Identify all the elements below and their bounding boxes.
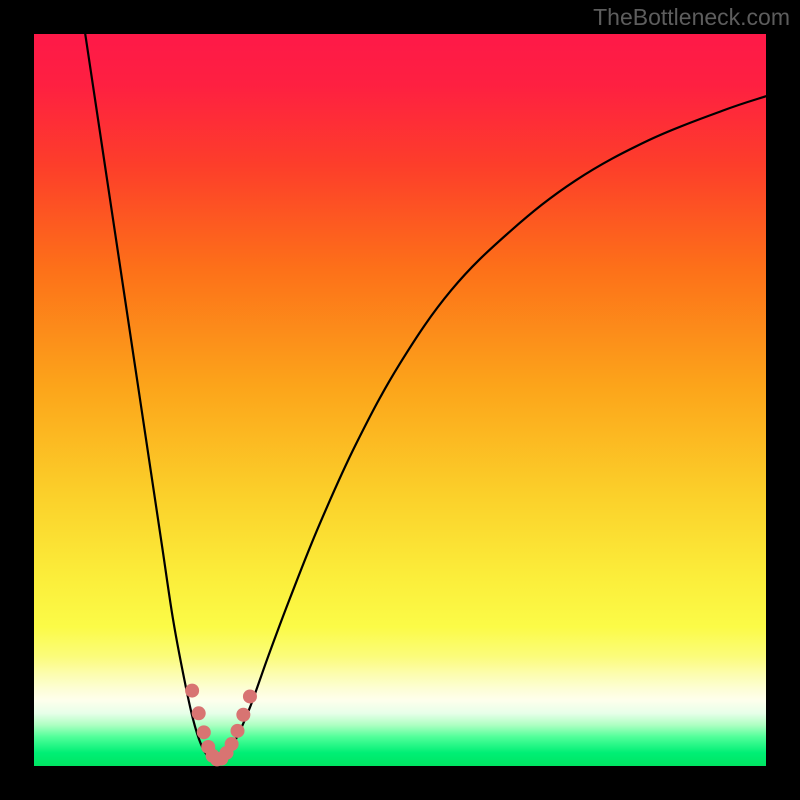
- bottleneck-chart-svg: [0, 0, 800, 800]
- marker-point: [231, 724, 245, 738]
- marker-point: [185, 684, 199, 698]
- marker-point: [225, 737, 239, 751]
- chart-container: TheBottleneck.com: [0, 0, 800, 800]
- plot-background: [34, 34, 766, 766]
- marker-point: [243, 689, 257, 703]
- marker-point: [236, 708, 250, 722]
- watermark-text: TheBottleneck.com: [593, 4, 790, 31]
- marker-point: [197, 725, 211, 739]
- marker-point: [192, 706, 206, 720]
